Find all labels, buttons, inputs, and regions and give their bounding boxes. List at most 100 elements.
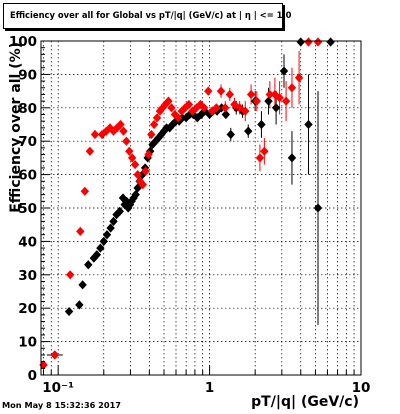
y-tick-label: 10 — [18, 335, 37, 351]
data-point — [119, 126, 128, 136]
data-point — [161, 99, 170, 110]
y-tick-label: 60 — [18, 168, 37, 184]
data-point — [304, 119, 313, 130]
data-point — [287, 153, 297, 163]
data-point — [102, 230, 112, 240]
data-point — [184, 99, 194, 110]
data-point — [294, 73, 304, 83]
data-point — [264, 96, 273, 106]
data-point — [80, 186, 90, 196]
y-tick-label: 90 — [18, 67, 37, 83]
data-point — [235, 103, 244, 113]
data-point — [138, 180, 147, 190]
data-point — [313, 203, 323, 213]
y-axis-title: Efficiency over all (%) — [8, 42, 24, 213]
data-point — [106, 223, 115, 233]
data-point — [105, 123, 115, 133]
data-point — [326, 37, 335, 47]
data-point — [157, 129, 166, 140]
data-point — [199, 103, 209, 113]
data-point — [127, 153, 137, 163]
data-point — [173, 113, 183, 123]
x-tick-label: 1 — [205, 380, 214, 396]
y-tick-label: 20 — [18, 301, 37, 317]
timestamp-footer: Mon May 8 15:32:36 2017 — [2, 400, 121, 410]
y-tick-label: 0 — [28, 368, 37, 384]
chart-title-box: Efficiency over all for Global vs pT/|q|… — [3, 3, 291, 29]
data-point — [255, 153, 265, 163]
data-point — [164, 96, 173, 106]
data-point — [78, 280, 87, 290]
x-tick-labels: 10⁻¹ 1 10 — [42, 380, 370, 396]
data-point — [212, 103, 221, 113]
data-point — [144, 149, 153, 160]
data-point — [112, 123, 122, 133]
data-point — [130, 159, 140, 170]
data-point — [241, 106, 250, 116]
x-axis-title: pT/|q| (GeV/c) — [251, 394, 359, 410]
data-point — [279, 66, 289, 76]
data-point — [115, 206, 124, 216]
data-point — [221, 103, 230, 113]
data-point — [122, 136, 131, 146]
data-point — [275, 93, 284, 103]
data-point — [92, 250, 102, 260]
data-point — [133, 170, 142, 180]
x-tick-label: 10⁻¹ — [42, 380, 74, 396]
data-point — [281, 96, 291, 106]
y-tick-label: 80 — [18, 101, 37, 117]
data-point — [188, 106, 197, 116]
data-point — [149, 119, 159, 130]
data-point — [65, 270, 75, 280]
data-point — [205, 109, 214, 120]
data-point — [244, 126, 253, 136]
y-tick-labels: 0 10 20 30 40 50 60 70 80 90 100 — [9, 34, 37, 384]
chart-title: Efficiency over all for Global vs pT/|q|… — [10, 10, 292, 20]
data-point — [246, 89, 256, 100]
data-point — [168, 119, 177, 130]
data-point — [204, 86, 213, 96]
y-tick-label: 50 — [18, 201, 37, 217]
data-point — [226, 129, 235, 140]
data-point — [252, 96, 261, 106]
data-point — [225, 89, 235, 100]
data-point — [125, 146, 134, 156]
data-markers — [39, 37, 335, 370]
data-point — [216, 86, 226, 96]
data-point — [165, 123, 174, 133]
data-point — [296, 37, 305, 47]
data-point — [155, 106, 165, 116]
x-tick-label: 10 — [352, 380, 371, 396]
data-point — [64, 306, 74, 317]
data-point — [75, 300, 84, 310]
y-tick-label: 30 — [18, 268, 37, 284]
data-point — [271, 103, 281, 113]
data-point — [96, 243, 105, 253]
data-point — [304, 37, 313, 47]
data-point — [159, 126, 169, 136]
data-point — [221, 109, 231, 120]
data-point — [287, 83, 297, 93]
y-tick-label: 40 — [18, 234, 37, 250]
y-tick-label: 70 — [18, 134, 37, 150]
data-point — [85, 146, 95, 156]
data-point — [118, 193, 128, 203]
data-point — [90, 129, 100, 140]
data-point — [313, 37, 323, 47]
data-point — [260, 146, 269, 156]
data-point — [265, 89, 275, 100]
data-point — [152, 113, 162, 123]
data-point — [109, 216, 118, 226]
data-point — [76, 226, 85, 236]
data-point — [257, 119, 266, 130]
data-point — [84, 260, 93, 270]
axis-ticks — [41, 40, 362, 376]
y-tick-label: 100 — [9, 34, 37, 50]
data-point — [147, 129, 156, 140]
data-point — [141, 166, 150, 176]
data-point — [167, 103, 176, 113]
data-point — [99, 236, 108, 246]
data-point — [116, 119, 125, 130]
